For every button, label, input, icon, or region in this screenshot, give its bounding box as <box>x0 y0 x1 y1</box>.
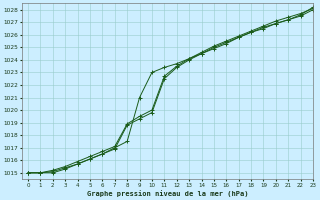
X-axis label: Graphe pression niveau de la mer (hPa): Graphe pression niveau de la mer (hPa) <box>87 190 248 197</box>
